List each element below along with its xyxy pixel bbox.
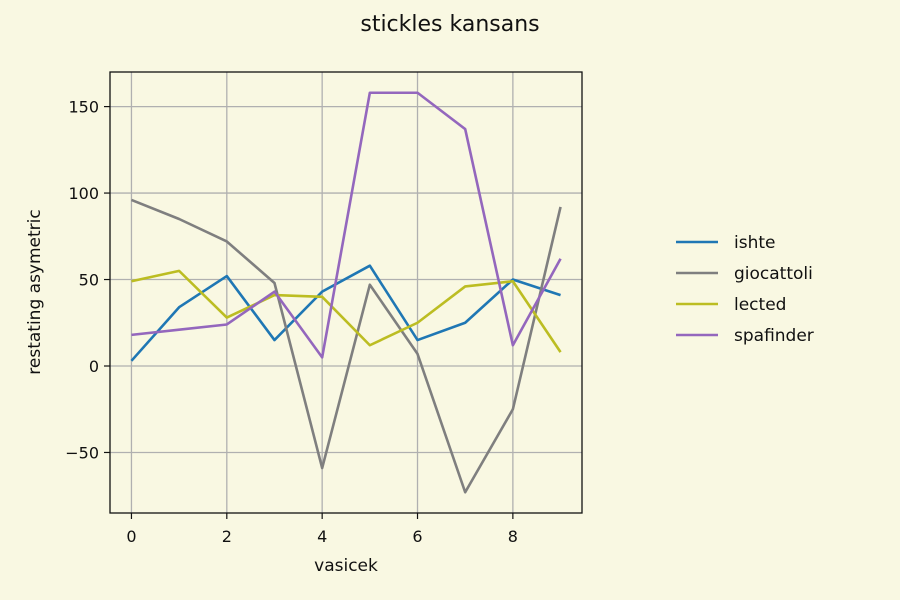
y-tick-label: 0 xyxy=(89,357,99,376)
series-line-ishte xyxy=(130,264,561,362)
x-tick-label: 0 xyxy=(126,527,136,546)
y-tick-label: 100 xyxy=(68,184,99,203)
series-line-spafinder xyxy=(131,91,562,359)
x-tick-label: 4 xyxy=(317,527,327,546)
y-tick-label: 150 xyxy=(68,98,99,117)
legend-label-giocattoli: giocattoli xyxy=(734,264,813,284)
series-line-lected xyxy=(131,269,562,353)
x-tick-label: 8 xyxy=(508,527,518,546)
y-tick-label: 50 xyxy=(79,271,99,290)
plot-frame xyxy=(109,71,583,514)
x-axis-label: vasicek xyxy=(314,556,378,576)
chart-title: stickles kansans xyxy=(360,12,539,37)
series-line-giocattoli xyxy=(130,198,562,494)
series-lines xyxy=(130,91,562,494)
y-axis-label: restating asymetric xyxy=(25,209,45,374)
y-tick-label: −50 xyxy=(65,443,99,462)
legend-label-lected: lected xyxy=(734,295,786,315)
legend: ishte giocattoli lected spafinder xyxy=(676,233,814,346)
x-tick-label: 6 xyxy=(412,527,422,546)
legend-label-spafinder: spafinder xyxy=(734,326,814,346)
legend-label-ishte: ishte xyxy=(734,233,775,253)
grid xyxy=(110,72,582,513)
axis-ticks: 0 2 4 6 8 −50 0 50 100 150 xyxy=(65,98,518,546)
x-tick-label: 2 xyxy=(222,527,232,546)
